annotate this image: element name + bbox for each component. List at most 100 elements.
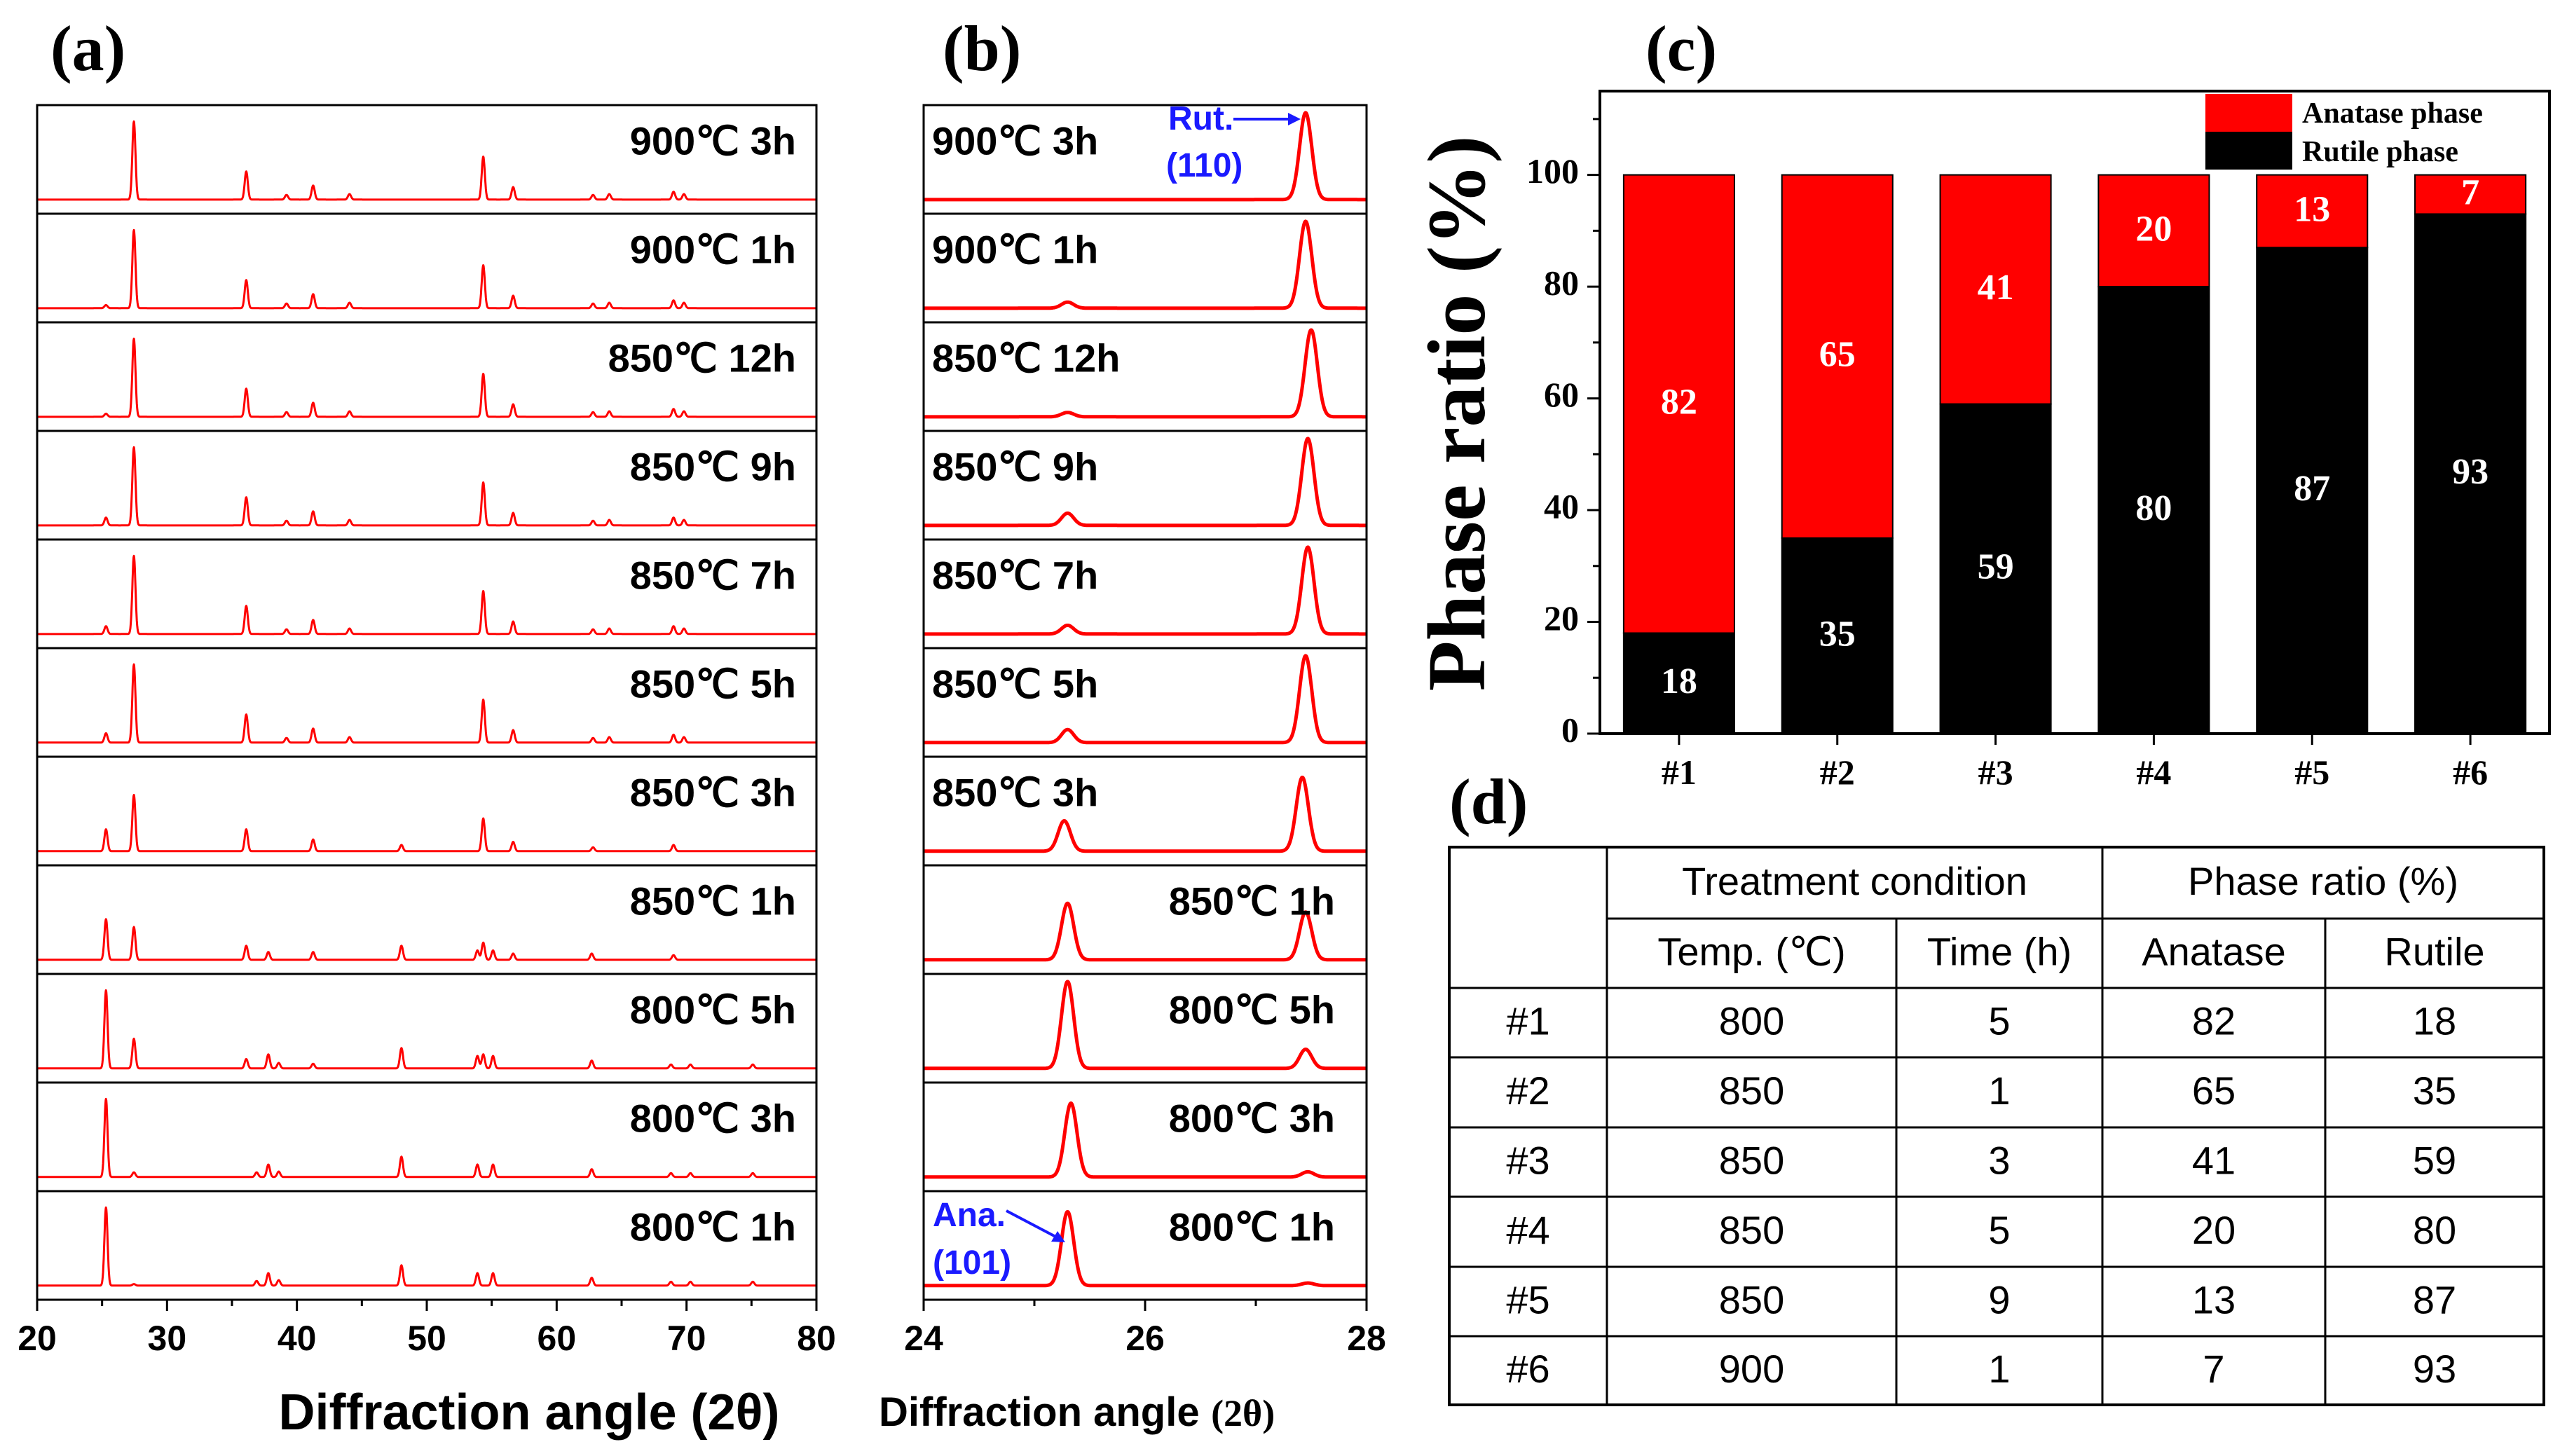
a-condition-label: 850℃ 5h <box>630 662 796 706</box>
table-cell: 41 <box>2192 1138 2236 1182</box>
panel-b-x-axis: 24 26 28 <box>904 1300 1386 1358</box>
b-x-tick-label: 26 <box>1125 1319 1165 1358</box>
b-condition-label: 850℃ 12h <box>932 336 1120 380</box>
table-row-id: #5 <box>1506 1277 1549 1321</box>
a-condition-label: 800℃ 5h <box>630 988 796 1032</box>
a-condition-label: 850℃ 3h <box>630 771 796 815</box>
bar-anatase-value-label: 65 <box>1819 335 1856 375</box>
anatase-annotation-sub: (101) <box>933 1244 1011 1282</box>
rutile-annotation-sub: (110) <box>1166 147 1243 184</box>
b-condition-label: 800℃ 1h <box>1169 1205 1335 1249</box>
table-cell: 87 <box>2413 1277 2456 1321</box>
a-trace <box>36 554 817 636</box>
c-y-tick-label: 100 <box>1526 151 1579 191</box>
c-y-tick-label: 20 <box>1544 598 1579 638</box>
panel-a-x-axis: 20 30 40 50 60 70 80 <box>18 1300 836 1358</box>
table-cell: 7 <box>2203 1347 2224 1391</box>
c-x-tick-label: #2 <box>1820 753 1855 792</box>
bar-rutile-value-label: 59 <box>1978 547 2014 587</box>
table-cell: 82 <box>2192 998 2236 1043</box>
table-cell: 900 <box>1719 1347 1784 1391</box>
a-trace <box>36 989 817 1070</box>
bar-rutile <box>1622 632 1735 734</box>
table-sub-header: Rutile <box>2384 929 2484 973</box>
bar-rutile-value-label: 18 <box>1661 661 1697 701</box>
bar-anatase <box>1781 174 1894 539</box>
table-row-id: #4 <box>1506 1208 1549 1252</box>
bar-anatase <box>2097 174 2210 288</box>
a-trace <box>36 794 817 853</box>
table-cell: 59 <box>2413 1138 2456 1182</box>
b-trace <box>922 545 1368 636</box>
a-trace <box>36 446 817 527</box>
table-cell: 93 <box>2413 1347 2456 1391</box>
panel-c-frame <box>1599 90 2551 735</box>
panel-c-y-axis-title: Phase ratio (%) <box>1411 135 1503 691</box>
table-cell: 1 <box>1988 1069 2010 1113</box>
panel-d-table: Treatment condition Phase ratio (%) Temp. … <box>1448 846 2545 1406</box>
b-trace <box>922 328 1368 419</box>
bar-rutile-value-label: 93 <box>2452 452 2489 492</box>
panel-b-peak-annotations: Rut. (110) Ana. (101) <box>933 100 1301 1282</box>
table-cell: 20 <box>2192 1208 2236 1252</box>
bar-anatase <box>1622 174 1735 634</box>
a-x-tick-label: 30 <box>148 1319 187 1358</box>
a-x-tick-label: 50 <box>407 1319 446 1358</box>
a-trace <box>36 120 817 201</box>
c-x-tick-label: #1 <box>1662 753 1697 792</box>
c-y-tick-label: 80 <box>1544 263 1579 303</box>
panel-a-condition-labels: 900℃ 3h 900℃ 1h 850℃ 12h 850℃ 9h 850℃ 7h 850℃… <box>608 119 796 1249</box>
panel-label-a: (a) <box>50 13 125 84</box>
panel-a-traces <box>36 120 817 1287</box>
rutile-annotation-label: Rut. <box>1168 100 1233 137</box>
bar-rutile-value-label: 87 <box>2294 469 2330 509</box>
panel-b-xrd-zoom: 900℃ 3h 900℃ 1h 850℃ 12h 850℃ 9h 850℃ 7h 850℃… <box>879 100 1386 1435</box>
bar-rutile <box>2256 247 2369 734</box>
b-trace <box>922 901 1368 962</box>
b-x-tick-label: 28 <box>1347 1319 1386 1358</box>
b-trace <box>922 980 1368 1071</box>
b-trace <box>922 219 1368 310</box>
table-cell: 850 <box>1719 1277 1784 1321</box>
table-cell: 65 <box>2192 1069 2236 1113</box>
c-x-tick-label: #4 <box>2136 753 2171 792</box>
a-trace <box>36 1206 817 1287</box>
rutile-arrow-head <box>1288 113 1301 125</box>
panel-c-bars: 18 82 35 65 59 41 80 20 87 13 93 7 <box>1622 172 2527 734</box>
a-x-tick-label: 80 <box>797 1319 836 1358</box>
table-group-header-phase: Phase ratio (%) <box>2188 859 2458 903</box>
table-cell: 850 <box>1719 1208 1784 1252</box>
a-x-tick-label: 40 <box>278 1319 317 1358</box>
b-condition-label: 900℃ 3h <box>932 119 1098 163</box>
table-row-id: #2 <box>1506 1069 1549 1113</box>
panel-label-b: (b) <box>943 13 1021 84</box>
c-y-tick-label: 40 <box>1544 487 1579 526</box>
table-group-header-treatment: Treatment condition <box>1682 859 2027 903</box>
legend-swatch-anatase <box>2205 94 2292 132</box>
c-y-tick-label: 0 <box>1561 710 1579 749</box>
table-cell: 800 <box>1719 998 1784 1043</box>
b-trace <box>922 654 1368 745</box>
a-trace <box>36 663 817 744</box>
panel-b-x-axis-title: Diffraction angle (2θ) <box>879 1389 1275 1435</box>
a-condition-label: 800℃ 1h <box>630 1205 796 1249</box>
a-condition-label: 900℃ 3h <box>630 119 796 163</box>
c-x-tick-label: #5 <box>2294 753 2329 792</box>
bar-anatase-value-label: 41 <box>1978 268 2014 308</box>
a-trace <box>36 918 817 961</box>
legend-swatch-rutile <box>2205 132 2292 170</box>
bar-anatase-value-label: 13 <box>2294 189 2330 229</box>
panel-c-y-axis: 0 20 40 60 80 100 <box>1526 118 1600 749</box>
table-sub-header: Temp. (℃) <box>1657 929 1845 973</box>
table-cell: 13 <box>2192 1277 2236 1321</box>
bar-rutile <box>1781 537 1894 734</box>
c-x-tick-label: #3 <box>1978 753 2013 792</box>
b-trace <box>922 776 1368 853</box>
panel-c-legend: Anatase phase Rutile phase <box>2205 94 2483 170</box>
panel-b-condition-labels: 900℃ 3h 900℃ 1h 850℃ 12h 850℃ 9h 850℃ 7h 850℃… <box>932 119 1335 1249</box>
panel-a-frames <box>36 104 818 1301</box>
b-condition-label: 800℃ 3h <box>1169 1097 1335 1141</box>
b-trace <box>922 111 1368 202</box>
legend-label-rutile: Rutile phase <box>2302 136 2458 168</box>
